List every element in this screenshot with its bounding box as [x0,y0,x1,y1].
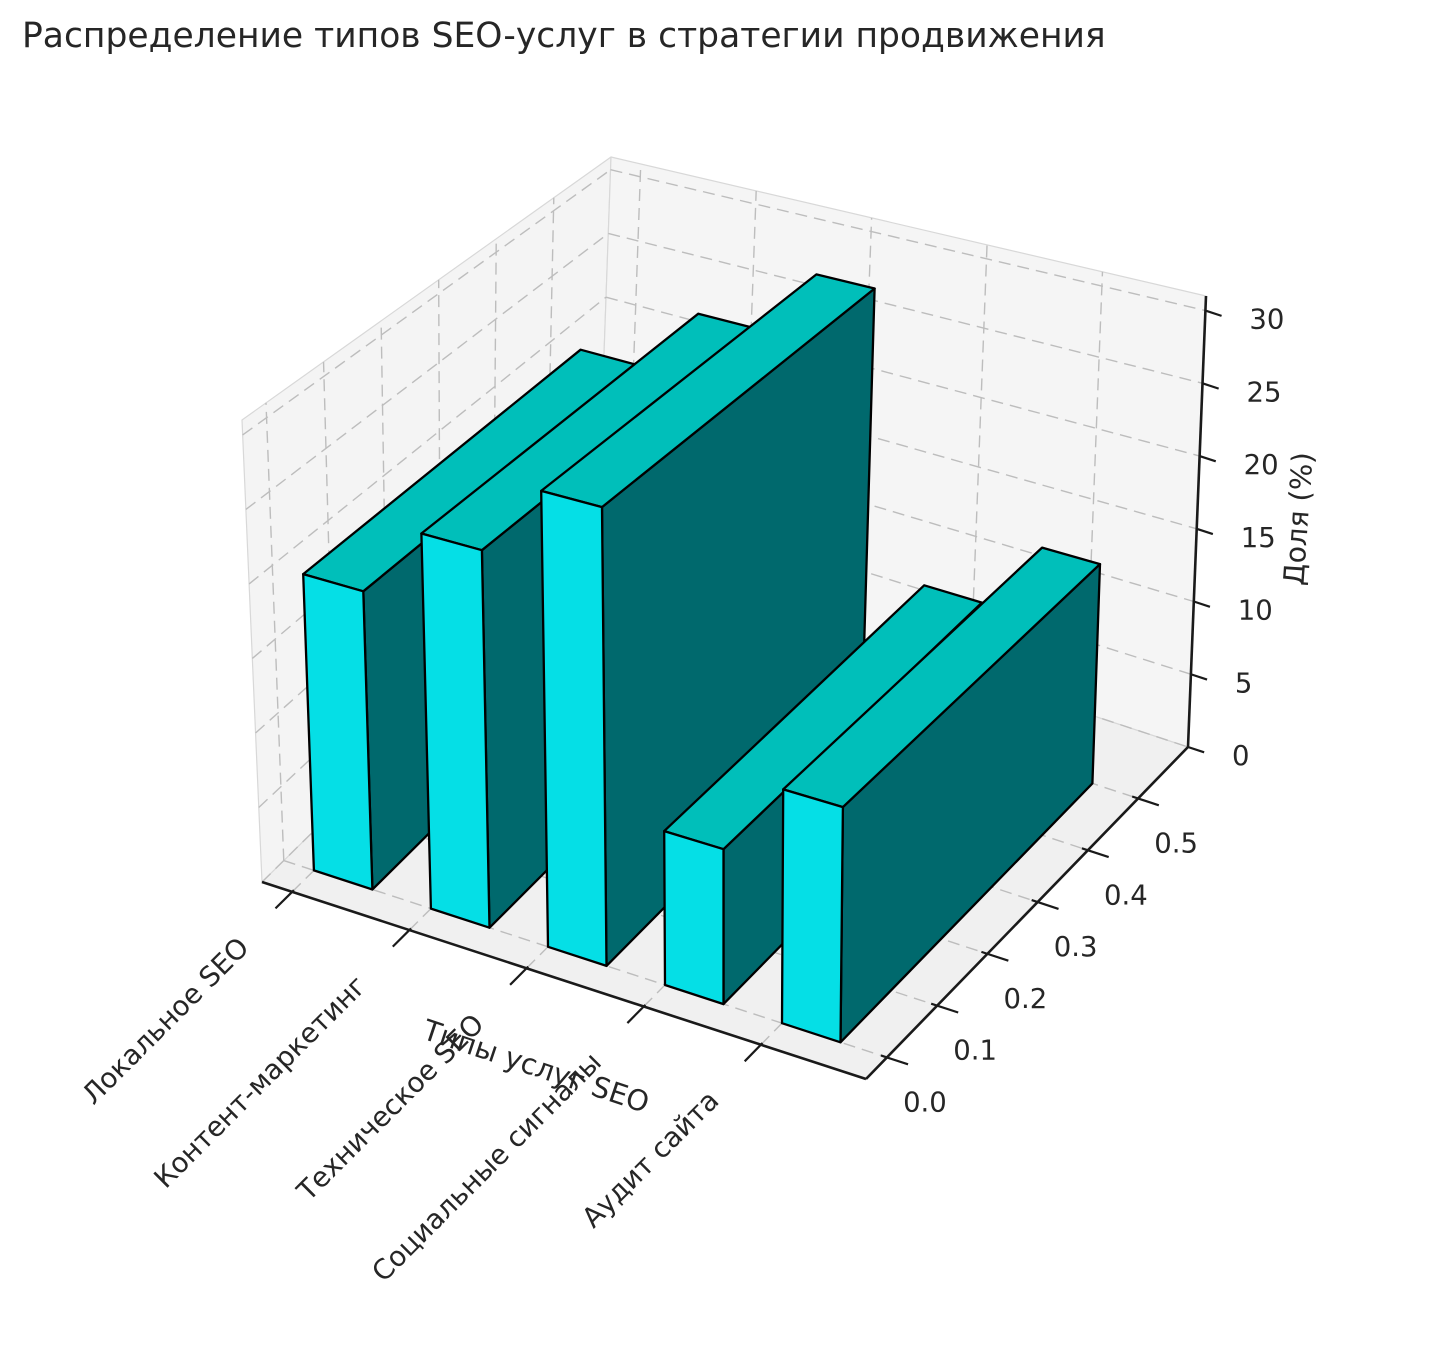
y-tick-label: 0.3 [1054,931,1098,963]
x-tick-label: Аудит сайта [576,1085,726,1235]
rightwall-xgrid [1084,271,1104,714]
z-tick-label: 0 [1232,740,1250,772]
rightwall-xgrid [969,244,988,676]
y-axis-line [865,746,1189,1080]
chart-title: Распределение типов SEO-услуг в стратеги… [22,16,1106,56]
rightwall-zgrid [608,232,1203,384]
y-tick-label: 0.2 [1004,983,1048,1015]
bars [302,273,1102,1044]
bar-front-face [780,788,845,1044]
z-tick [1187,745,1205,754]
x-tick [274,889,295,910]
z-axis-label: Доля (%) [1277,451,1319,586]
floor-ygrid [283,859,888,1059]
leftwall-ygrid [322,361,337,810]
rightwall-zgrid [610,169,1206,312]
y-tick-label: 0.5 [1154,827,1198,859]
y-tick-label: 0.0 [903,1086,947,1118]
x-axis-line [261,880,867,1081]
y-tick [880,1054,909,1066]
bar-front-face [302,572,374,891]
leftwall-zgrid [248,296,607,585]
bar [540,273,876,968]
z-tick [1190,673,1208,681]
axis-spines [261,295,1208,1081]
y-tick [1031,899,1059,910]
y-tick [981,950,1009,962]
x-tick [743,1042,764,1063]
z-tick-label: 30 [1249,304,1284,336]
bar-front-face [420,532,491,929]
z-tick [1193,600,1211,608]
z-tick-label: 5 [1235,667,1253,699]
z-tick-label: 20 [1244,449,1279,481]
bar-front-face [663,829,725,1006]
bar [780,546,1102,1044]
z-axis-line [1186,295,1208,748]
y-tick [1131,795,1160,807]
y-tick-label: 0.1 [953,1035,997,1067]
z-tick [1196,527,1214,536]
z-tick [1199,454,1217,463]
z-tick [1202,382,1220,390]
z-tick-label: 25 [1247,376,1282,408]
y-tick [1081,847,1110,859]
z-tick-label: 15 [1241,522,1276,554]
x-tick-label: Локальное SEO [76,931,255,1110]
x-tick [626,1004,647,1024]
y-tick-label: 0.4 [1104,879,1148,911]
leftwall-ygrid [265,402,285,861]
bar-front-face [540,489,608,968]
x-tick [392,927,412,948]
leftwall-ygrid [492,238,497,655]
x-tick [509,965,529,986]
z-tick-label: 10 [1238,595,1273,627]
y-tick [930,1002,959,1014]
z-tick [1205,309,1222,317]
